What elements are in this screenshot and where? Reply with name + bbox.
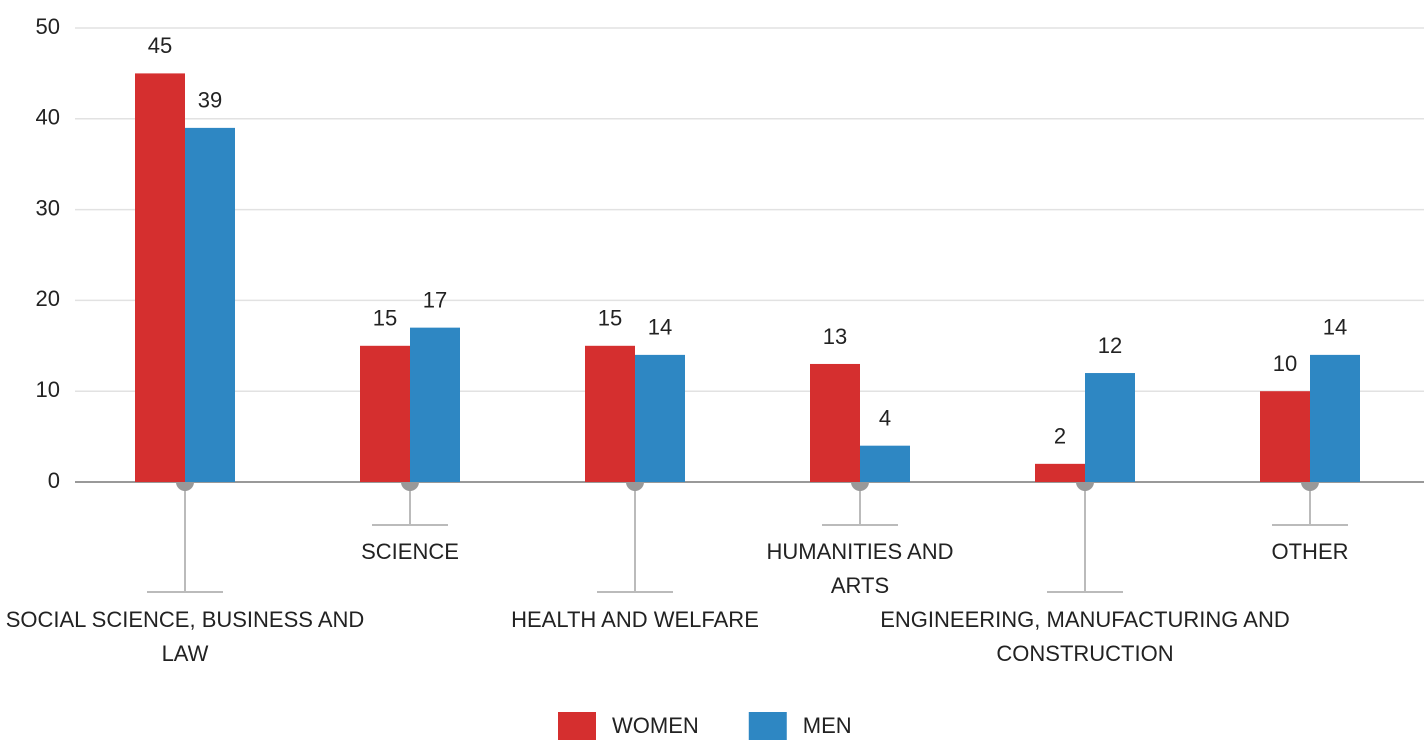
x-tick-label: SCIENCE	[361, 539, 459, 564]
x-tick-label: ENGINEERING, MANUFACTURING AND CONSTRUCT…	[880, 607, 1290, 666]
x-tick-label: OTHER	[1271, 539, 1349, 564]
data-label: 2	[1054, 424, 1066, 449]
bar	[1310, 354, 1360, 482]
bar	[1085, 373, 1135, 482]
data-label: 15	[373, 306, 397, 331]
y-tick-label: 30	[36, 195, 60, 220]
data-label: 15	[598, 306, 622, 331]
bar	[135, 73, 185, 483]
bar	[635, 354, 685, 482]
bar	[185, 127, 235, 482]
data-label: 17	[423, 287, 447, 312]
legend-swatch	[748, 712, 787, 740]
legend-swatch	[558, 712, 596, 740]
y-tick-label: 50	[36, 14, 60, 39]
bar	[810, 363, 860, 482]
data-label: 12	[1098, 333, 1122, 358]
bar	[1260, 391, 1310, 482]
bar	[860, 445, 910, 482]
legend-label: MEN	[803, 713, 852, 738]
y-tick-label: 0	[48, 468, 60, 493]
data-label: 14	[648, 315, 672, 340]
data-label: 45	[148, 33, 172, 58]
data-label: 14	[1323, 315, 1347, 340]
data-label: 10	[1273, 351, 1297, 376]
legend-label: WOMEN	[612, 713, 699, 738]
bar	[410, 327, 460, 482]
x-tick-label: SOCIAL SCIENCE, BUSINESS AND LAW	[5, 607, 365, 666]
bar	[585, 345, 635, 482]
y-tick-label: 40	[36, 105, 60, 130]
data-label: 39	[198, 88, 222, 113]
y-tick-label: 20	[36, 286, 60, 311]
y-tick-label: 10	[36, 377, 60, 402]
data-label: 4	[879, 405, 891, 430]
bar	[1035, 463, 1085, 482]
bar	[360, 345, 410, 482]
data-label: 13	[823, 324, 847, 349]
x-tick-label: HUMANITIES AND ARTS	[766, 539, 954, 598]
x-tick-label: HEALTH AND WELFARE	[511, 607, 759, 632]
